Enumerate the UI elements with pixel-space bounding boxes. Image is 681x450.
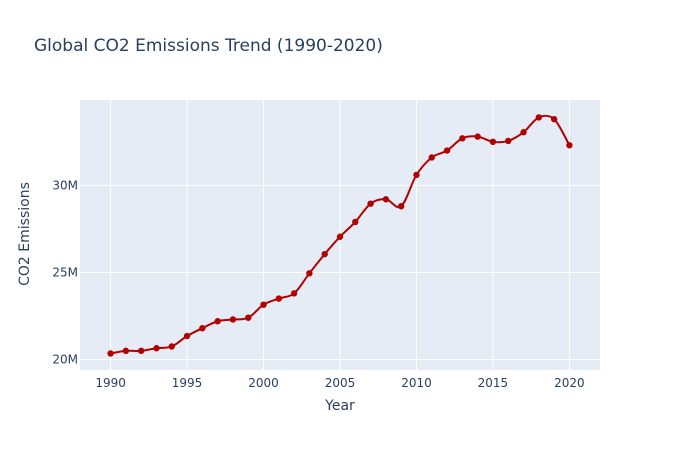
data-point bbox=[137, 347, 145, 355]
data-point bbox=[367, 200, 374, 207]
data-point bbox=[321, 250, 328, 258]
x-axis-title: Year bbox=[324, 398, 355, 414]
data-point bbox=[505, 137, 512, 145]
data-point bbox=[443, 147, 451, 154]
data-point bbox=[245, 314, 252, 321]
data-point bbox=[413, 171, 420, 179]
data-point bbox=[229, 316, 237, 323]
y-axis-ticks: 20M 25M 30M bbox=[52, 178, 78, 366]
chart-title: Global CO2 Emissions Trend (1990-2020) bbox=[34, 36, 383, 56]
data-point bbox=[306, 270, 313, 277]
data-point bbox=[214, 318, 221, 325]
data-point bbox=[153, 345, 160, 352]
x-tick-label: 2005 bbox=[325, 376, 356, 390]
data-points bbox=[107, 114, 573, 357]
data-point bbox=[535, 114, 543, 121]
data-point bbox=[382, 196, 390, 203]
x-axis-ticks: 1990 1995 2000 2005 2010 2015 2020 bbox=[95, 376, 584, 390]
data-point bbox=[474, 133, 481, 140]
y-tick-label: 30M bbox=[52, 178, 78, 192]
data-point bbox=[428, 154, 435, 161]
data-point bbox=[336, 233, 344, 240]
gridlines bbox=[80, 100, 600, 370]
x-tick-label: 1990 bbox=[95, 376, 126, 390]
data-point bbox=[489, 138, 497, 146]
data-point bbox=[290, 290, 298, 297]
x-tick-label: 2000 bbox=[248, 376, 279, 390]
x-tick-label: 2020 bbox=[554, 376, 585, 390]
x-tick-label: 2010 bbox=[401, 376, 432, 390]
y-tick-label: 25M bbox=[52, 265, 78, 279]
data-point bbox=[459, 135, 466, 142]
data-point bbox=[397, 203, 405, 210]
data-point bbox=[260, 301, 267, 308]
x-tick-label: 2015 bbox=[478, 376, 509, 390]
data-point bbox=[199, 324, 206, 332]
data-point bbox=[520, 129, 527, 136]
data-point bbox=[352, 218, 359, 226]
data-point bbox=[168, 343, 175, 350]
data-point bbox=[183, 332, 191, 340]
x-tick-label: 1995 bbox=[172, 376, 203, 390]
data-point bbox=[107, 350, 114, 357]
data-point bbox=[550, 115, 558, 123]
data-point bbox=[122, 347, 130, 355]
data-point bbox=[275, 295, 283, 302]
y-axis-title: CO2 Emissions bbox=[17, 182, 33, 286]
data-point bbox=[566, 142, 573, 149]
y-tick-label: 20M bbox=[52, 353, 78, 367]
